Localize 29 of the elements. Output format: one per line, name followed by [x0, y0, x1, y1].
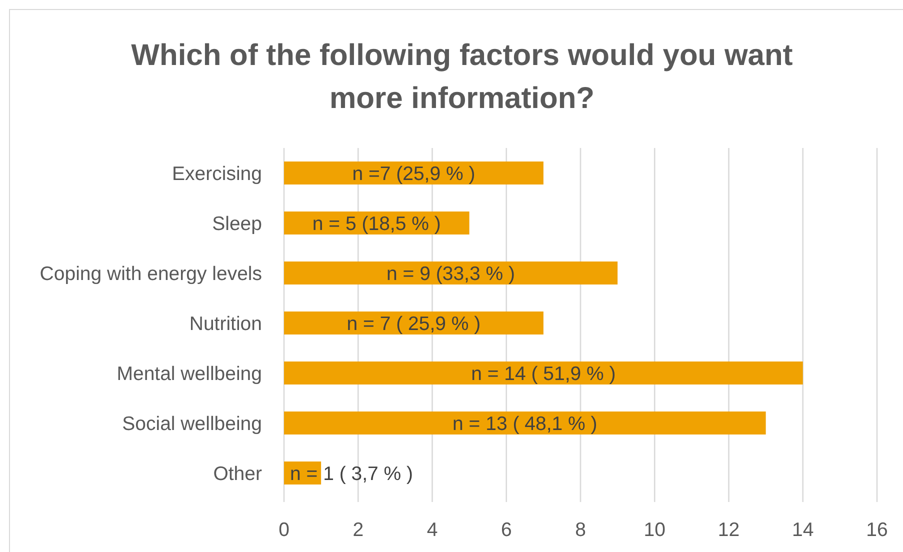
y-tick-label: Exercising [172, 162, 262, 185]
x-tick-label: 16 [866, 518, 888, 541]
bar [284, 312, 544, 334]
data-label: n = 1 ( 3,7 % ) [290, 462, 414, 485]
data-label: n = 9 (33,3 % ) [386, 262, 516, 285]
x-tick-label: 2 [352, 518, 364, 541]
x-tick-label: 0 [278, 518, 290, 541]
x-tick-label: 10 [644, 518, 666, 541]
data-label: n = 7 ( 25,9 % ) [346, 312, 481, 335]
bar [284, 262, 618, 284]
x-tick-label: 4 [426, 518, 438, 541]
x-tick-label: 14 [792, 518, 814, 541]
bar [284, 362, 803, 384]
data-label: n = 14 ( 51,9 % ) [471, 362, 616, 385]
x-tick-label: 8 [575, 518, 586, 541]
y-tick-label: Sleep [212, 212, 262, 235]
data-label: n = 13 ( 48,1 % ) [452, 412, 598, 435]
bar [284, 412, 766, 434]
chart-title: Which of the following factors would you want more information? [131, 39, 793, 115]
y-tick-label: Social wellbeing [122, 412, 262, 435]
x-tick-label: 6 [500, 518, 512, 541]
y-tick-label: Coping with energy levels [40, 262, 262, 285]
y-tick-label: Mental wellbeing [116, 362, 262, 385]
data-label: n =7 (25,9 % ) [352, 162, 476, 185]
data-label: n = 5 (18,5 % ) [312, 212, 441, 235]
y-tick-label: Other [213, 462, 262, 485]
bar [284, 162, 544, 184]
y-tick-label: Nutrition [189, 312, 262, 335]
x-tick-label: 12 [718, 518, 740, 541]
